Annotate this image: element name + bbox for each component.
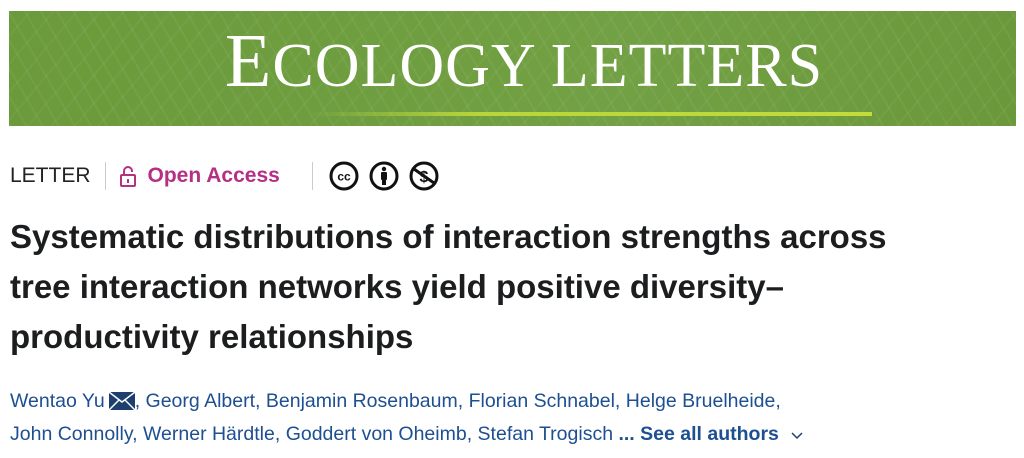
author-link[interactable]: Wentao Yu	[10, 390, 105, 412]
license-icons[interactable]: cc $	[329, 161, 439, 191]
open-access-badge: Open Access	[119, 164, 280, 188]
unlocked-padlock-icon	[119, 166, 136, 187]
cc-icon[interactable]: cc	[329, 161, 359, 191]
author-link[interactable]: Goddert von Oheimb	[285, 423, 467, 445]
author-link[interactable]: Florian Schnabel	[468, 390, 615, 412]
article-meta: LETTER Open Access cc $	[10, 160, 439, 192]
ellipsis: ...	[618, 423, 635, 445]
attribution-icon[interactable]	[369, 161, 399, 191]
author-link[interactable]: Stefan Trogisch	[477, 423, 614, 445]
noncommercial-icon[interactable]: $	[409, 161, 439, 191]
envelope-icon[interactable]	[108, 392, 135, 410]
divider	[311, 162, 313, 190]
article-title: Systematic distributions of interaction …	[10, 218, 887, 355]
divider	[104, 162, 106, 190]
author-link[interactable]: Helge Bruelheide	[625, 390, 776, 412]
see-all-label: See all authors	[640, 423, 779, 445]
author-link[interactable]: Benjamin Rosenbaum	[265, 390, 458, 412]
author-list: Wentao Yu, Georg Albert, Benjamin Rosenb…	[10, 385, 1010, 451]
journal-logo: ECOLOGY LETTERS	[224, 19, 824, 103]
journal-banner[interactable]: ECOLOGY LETTERS	[9, 11, 1016, 126]
fern-background	[9, 11, 1016, 126]
logo-underline	[309, 112, 872, 116]
chevron-down-icon	[791, 432, 803, 440]
article-type: LETTER	[10, 164, 91, 187]
author-link[interactable]: John Connolly	[10, 423, 133, 445]
see-all-authors-button[interactable]: ... See all authors	[618, 423, 804, 445]
author-link[interactable]: Georg Albert	[145, 390, 256, 412]
open-access-label: Open Access	[147, 164, 280, 187]
author-link[interactable]: Werner Härdtle	[142, 423, 275, 445]
svg-text:cc: cc	[337, 170, 351, 184]
